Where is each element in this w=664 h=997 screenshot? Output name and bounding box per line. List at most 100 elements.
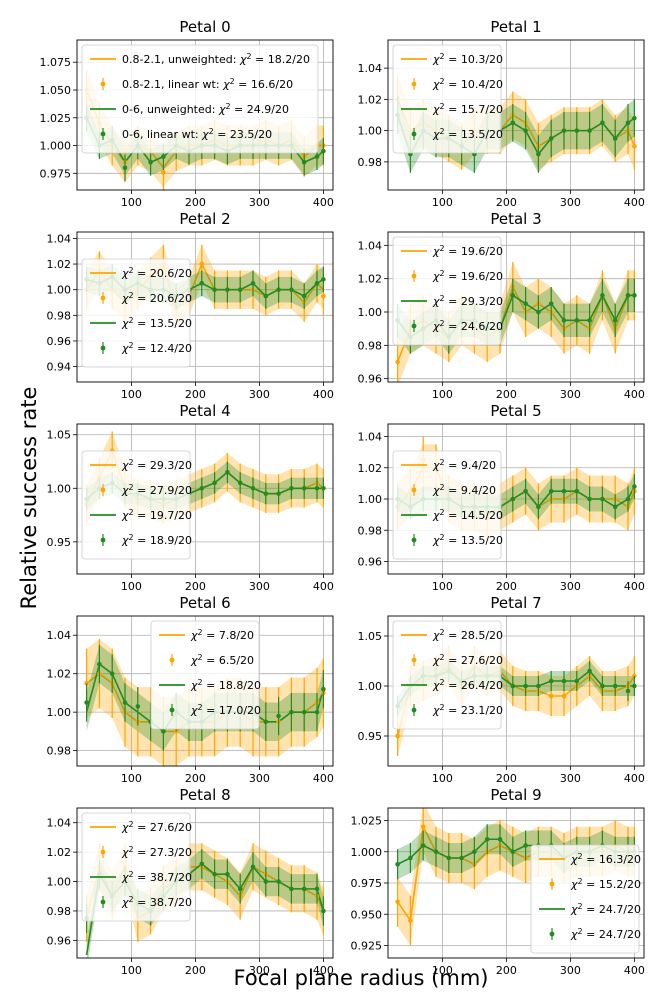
x-tick-label: 300	[249, 388, 270, 401]
legend-equals: =	[134, 846, 150, 859]
data-point-green	[561, 128, 567, 133]
x-tick-label: 200	[185, 772, 206, 785]
legend-chi-exponent: 2	[246, 52, 251, 61]
data-point-green	[420, 843, 426, 848]
legend-marker-orange	[169, 657, 175, 663]
legend-chi-exponent: 2	[578, 902, 583, 911]
data-point-green	[632, 683, 637, 689]
legend-label: χ2 = 20.6/20	[121, 291, 192, 305]
legend-chi-symbol: χ	[432, 270, 440, 283]
y-tick-label: 1.00	[358, 306, 383, 319]
legend-chi-exponent: 2	[129, 483, 134, 492]
legend-chi-exponent: 2	[129, 508, 134, 517]
legend-marker-green	[100, 345, 106, 351]
legend-label: χ2 = 7.8/20	[190, 628, 254, 642]
legend-equals: =	[445, 534, 461, 547]
legend-equals: =	[235, 78, 251, 91]
data-point-green	[510, 120, 516, 126]
panel-5: Petal 5 100 200 300 400 0.96 0.98 1.00 1.02 1.04 χ…	[358, 402, 645, 593]
legend-chi2-value: 28.5/20	[461, 629, 503, 642]
legend-chi-exponent: 2	[129, 316, 134, 325]
legend-chi2-value: 13.5/20	[150, 317, 192, 330]
data-point-green	[199, 280, 205, 286]
panel-title: Petal 3	[490, 210, 541, 228]
data-point-green	[523, 843, 528, 848]
legend-chi2-value: 18.9/20	[150, 534, 192, 547]
legend-equals: =	[134, 871, 150, 884]
legend-chi-symbol: χ	[121, 509, 129, 522]
legend-chi2-value: 19.7/20	[150, 509, 192, 522]
legend-chi2-value: 9.4/20	[461, 484, 496, 497]
legend-marker-green	[411, 131, 417, 137]
data-point-green	[84, 700, 89, 705]
axes-frame	[76, 615, 334, 767]
legend-label: χ2 = 38.7/20	[121, 895, 192, 909]
legend-label: χ2 = 15.7/20	[432, 102, 503, 116]
legend-marker-orange	[100, 849, 106, 855]
x-tick-label: 200	[185, 196, 206, 209]
data-point-orange	[420, 824, 426, 830]
data-point-orange	[395, 899, 400, 905]
x-tick-label: 200	[496, 196, 517, 209]
x-tick-label: 200	[496, 964, 517, 977]
legend-marker-green	[411, 537, 417, 543]
legend-chi-exponent: 2	[440, 653, 445, 662]
x-tick-label: 200	[185, 964, 206, 977]
y-tick-label: 0.96	[47, 934, 72, 947]
panel-2: Petal 2 100 200 300 400 0.94 0.96 0.98 1.00 1.02 1…	[47, 210, 334, 401]
legend-marker-orange	[411, 81, 417, 87]
y-tick-label: 1.02	[47, 258, 72, 271]
data-point-green	[561, 488, 567, 494]
legend-chi-exponent: 2	[230, 77, 235, 86]
data-point-green	[263, 719, 269, 725]
data-point-green	[225, 287, 230, 292]
legend-label: χ2 = 27.3/20	[121, 845, 192, 859]
legend-equals: =	[445, 654, 461, 667]
y-tick-label: 1.04	[358, 239, 383, 252]
x-tick-label: 100	[121, 580, 142, 593]
data-point-green	[574, 678, 580, 684]
y-tick-label: 0.925	[351, 940, 383, 953]
data-point-green	[536, 309, 541, 315]
data-point-orange	[161, 169, 166, 175]
legend-chi2-value: 18.8/20	[219, 679, 261, 692]
legend-chi-exponent: 2	[440, 508, 445, 517]
legend-chi-exponent: 2	[129, 533, 134, 542]
legend-label: χ2 = 18.8/20	[190, 678, 261, 692]
legend-equals: =	[445, 320, 461, 333]
legend-label: χ2 = 27.9/20	[121, 483, 192, 497]
legend-chi-symbol: χ	[432, 629, 440, 642]
data-point-green	[237, 480, 243, 486]
y-tick-label: 1.00	[358, 680, 383, 693]
legend-marker-orange	[411, 487, 417, 493]
y-tick-label: 0.98	[47, 905, 72, 918]
data-point-green	[237, 287, 243, 292]
legend-chi-symbol: χ	[570, 878, 578, 891]
panel-6: Petal 6 100 200 300 400 0.98 1.00 1.02 1.04 χ2 = …	[47, 594, 334, 785]
legend-chi-exponent: 2	[129, 291, 134, 300]
x-tick-label: 400	[313, 772, 334, 785]
legend-box	[392, 44, 502, 154]
legend-chi2-value: 26.4/20	[461, 679, 503, 692]
legend-chi2-value: 23.1/20	[461, 704, 503, 717]
data-point-orange	[548, 693, 554, 699]
data-point-green	[276, 713, 281, 719]
legend-chi-symbol: χ	[570, 903, 578, 916]
legend-equals: =	[445, 295, 461, 308]
data-point-green	[510, 496, 516, 502]
legend-label: χ2 = 13.5/20	[432, 127, 503, 141]
legend-chi2-value: 27.9/20	[150, 484, 192, 497]
legend-label: χ2 = 6.5/20	[190, 653, 254, 667]
legend-equals: =	[214, 128, 230, 141]
data-point-green	[225, 469, 230, 475]
data-point-green	[109, 671, 115, 676]
data-point-green	[314, 154, 320, 159]
x-tick-label: 400	[624, 580, 645, 593]
x-tick-label: 400	[624, 772, 645, 785]
legend-equals: =	[445, 245, 461, 258]
legend-label: χ2 = 27.6/20	[121, 820, 192, 834]
data-point-green	[536, 151, 541, 157]
legend-equals: =	[445, 78, 461, 91]
legend-chi2-value: 24.6/20	[461, 320, 503, 333]
